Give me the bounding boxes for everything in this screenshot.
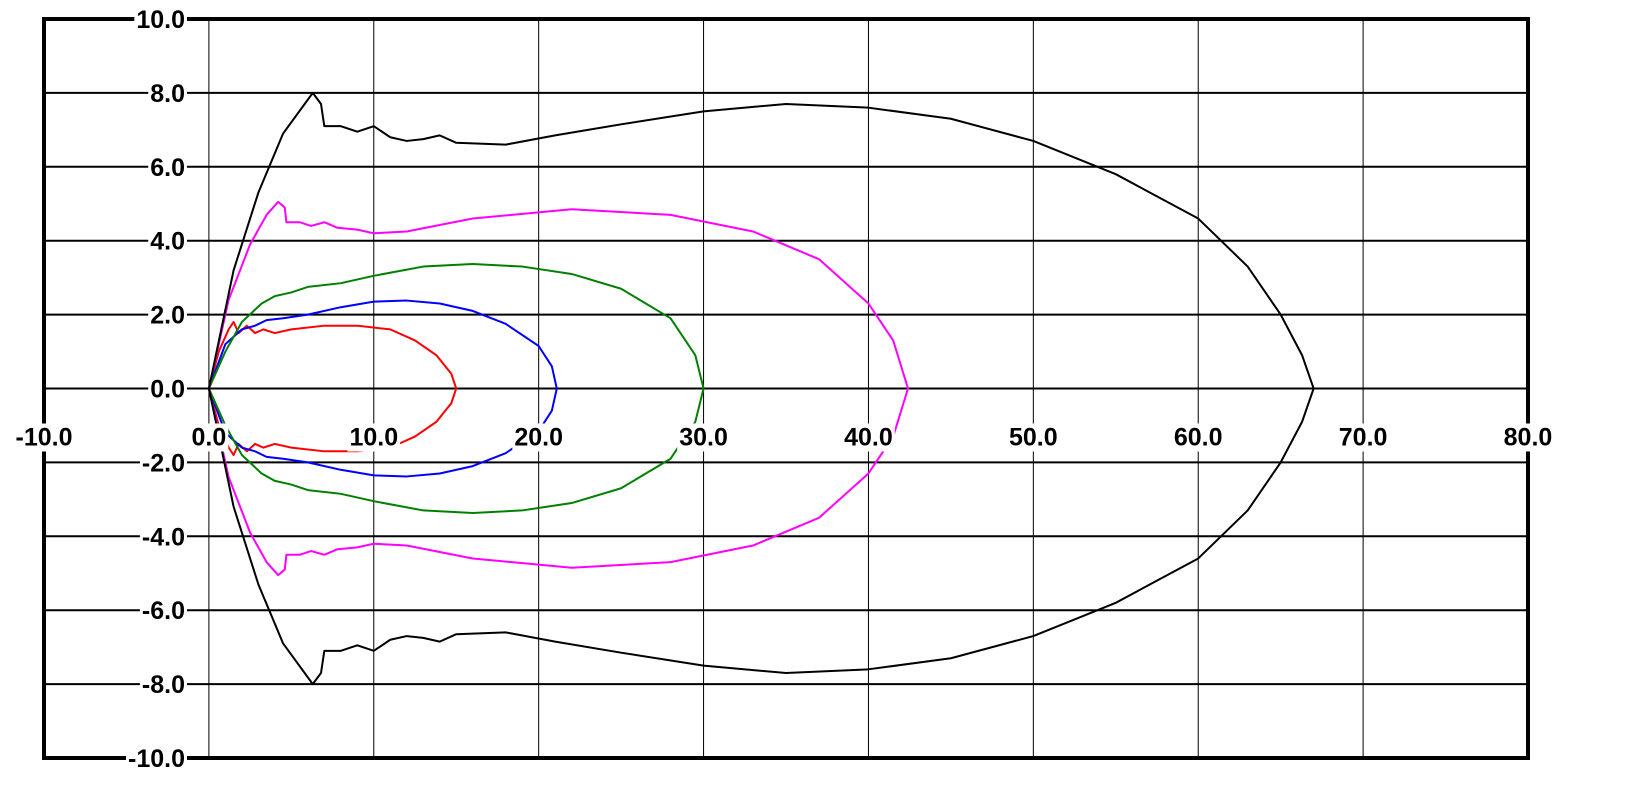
x-tick-label-group: 0.0 xyxy=(189,423,229,452)
x-tick-label-group: 10.0 xyxy=(347,423,401,452)
y-tick-label-background xyxy=(148,377,187,402)
x-tick-label-background xyxy=(13,423,75,452)
x-tick-label: -10.0 xyxy=(16,424,73,452)
x-tick-label-group: 30.0 xyxy=(677,423,730,452)
y-tick-label: 10.0 xyxy=(136,6,185,34)
y-tick-label-group: -10.0 xyxy=(126,745,187,773)
x-tick-label-group: 70.0 xyxy=(1336,423,1390,452)
y-tick-label-background xyxy=(126,747,187,771)
y-tick-label-background xyxy=(134,8,187,32)
y-tick-label-group: -4.0 xyxy=(139,523,187,551)
x-tick-label-background xyxy=(842,423,895,452)
y-tick-label-group: -6.0 xyxy=(139,597,187,625)
x-tick-label: 30.0 xyxy=(679,424,728,452)
x-tick-label: 50.0 xyxy=(1009,424,1058,452)
y-tick-label-group: 2.0 xyxy=(148,302,187,330)
y-tick-label-group: -8.0 xyxy=(139,671,187,699)
y-tick-labels: 10.0 8.0 6.0 4.0 2.0 0.0 -2.0 -4.0 -6.0 -8.0 -10.0 xyxy=(126,6,187,773)
x-tick-label: 80.0 xyxy=(1504,424,1553,452)
y-tick-label-background xyxy=(148,303,187,328)
x-tick-label: 40.0 xyxy=(844,424,893,452)
series-group xyxy=(207,91,1315,686)
y-tick-label-background xyxy=(148,229,187,254)
y-tick-label: -6.0 xyxy=(142,597,185,625)
x-tick-label-group: 20.0 xyxy=(512,423,566,452)
y-tick-label-group: 4.0 xyxy=(148,228,187,256)
y-tick-label: -2.0 xyxy=(142,449,185,477)
y-tick-label-group: -2.0 xyxy=(139,449,187,477)
y-tick-label-group: 0.0 xyxy=(148,376,187,404)
y-tick-label: 6.0 xyxy=(150,154,185,182)
y-tick-label-background xyxy=(148,81,187,106)
x-tick-label-background xyxy=(1336,423,1390,452)
x-tick-labels: -10.0 0.0 10.0 20.0 30.0 40.0 50.0 60.0 70.0 80.0 xyxy=(13,423,1555,452)
y-tick-label: 0.0 xyxy=(150,376,185,404)
x-tick-label-background xyxy=(1006,423,1060,452)
y-tick-label-background xyxy=(139,451,187,476)
series-line-5 xyxy=(207,91,1315,686)
x-tick-label: 20.0 xyxy=(514,424,563,452)
x-tick-label-group: 60.0 xyxy=(1171,423,1225,452)
x-tick-label-background xyxy=(347,423,401,452)
x-tick-label-group: -10.0 xyxy=(13,423,75,452)
y-tick-label: -8.0 xyxy=(142,671,185,699)
series-line-2 xyxy=(207,299,558,478)
y-tick-label: 2.0 xyxy=(150,302,185,330)
x-tick-label: 60.0 xyxy=(1174,424,1223,452)
x-tick-label-background xyxy=(677,423,730,452)
y-tick-label-group: 8.0 xyxy=(148,80,187,108)
y-tick-label-background xyxy=(148,155,187,180)
series-line-4 xyxy=(207,200,910,577)
x-tick-label: 10.0 xyxy=(349,424,398,452)
series-line-3 xyxy=(207,262,705,515)
x-tick-label: 70.0 xyxy=(1339,424,1388,452)
x-tick-label: 0.0 xyxy=(192,424,227,452)
x-tick-label-group: 40.0 xyxy=(842,423,895,452)
y-tick-label: -10.0 xyxy=(128,745,185,773)
x-tick-label-background xyxy=(1171,423,1225,452)
y-tick-label: 4.0 xyxy=(150,228,185,256)
y-tick-label: 8.0 xyxy=(150,80,185,108)
x-tick-label-background xyxy=(512,423,566,452)
y-tick-label: -4.0 xyxy=(142,523,185,551)
y-tick-label-background xyxy=(139,673,187,698)
y-tick-label-background xyxy=(139,599,187,624)
y-tick-label-group: 6.0 xyxy=(148,154,187,182)
x-tick-label-background xyxy=(189,423,229,452)
x-tick-label-group: 50.0 xyxy=(1006,423,1060,452)
plot-frame xyxy=(42,17,1530,760)
x-tick-label-background xyxy=(1501,423,1555,452)
y-tick-label-background xyxy=(139,525,187,550)
x-tick-label-group: 80.0 xyxy=(1501,423,1555,452)
y-tick-label-group: 10.0 xyxy=(134,6,187,34)
